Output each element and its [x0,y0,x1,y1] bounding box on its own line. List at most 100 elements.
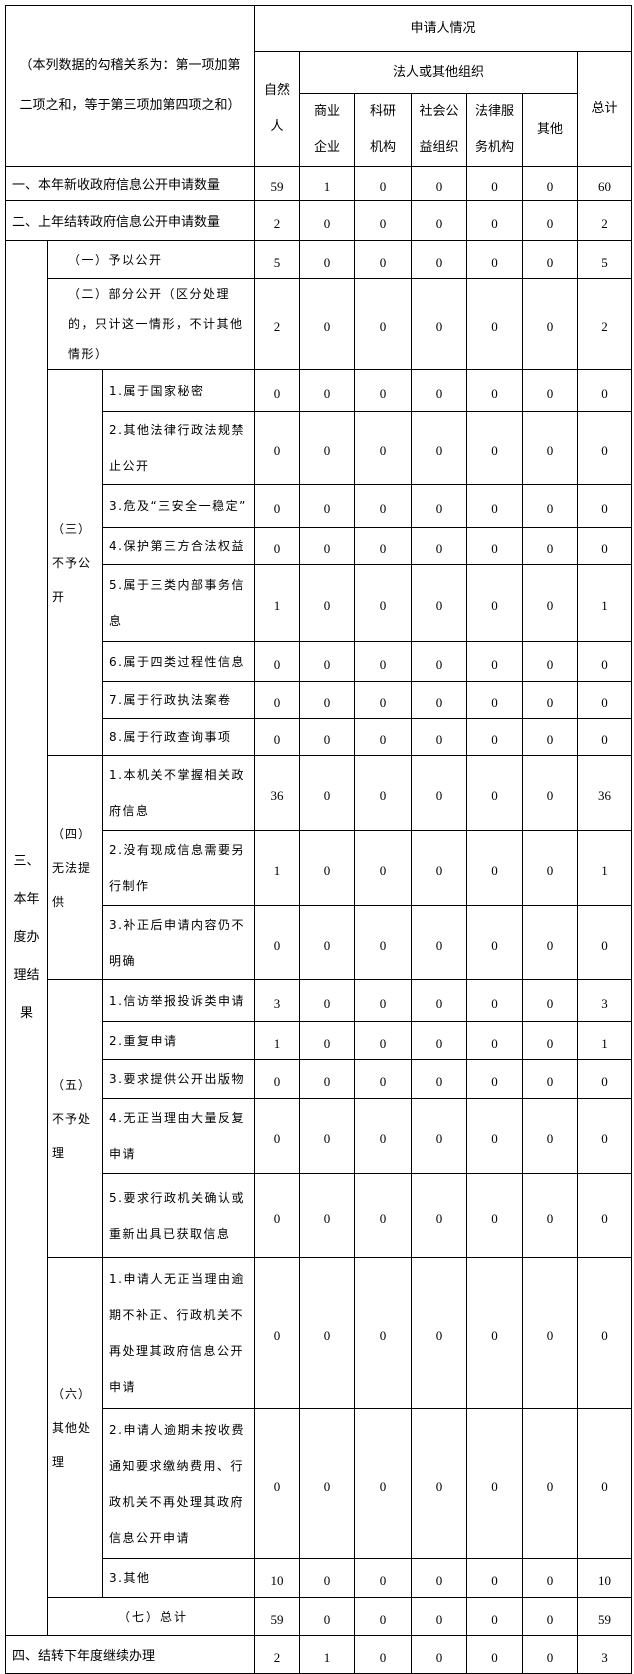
value-cell: 2 [254,1635,301,1674]
item-label: 3.危及“三安全一稳定” [101,484,256,528]
item-label: 6.属于四类过程性信息 [101,641,256,682]
value-cell: 0 [522,1635,579,1674]
value-cell: 0 [466,718,524,756]
value-cell: 0 [299,979,356,1022]
item-label: 7.属于行政执法案卷 [101,681,256,719]
value-cell: 0 [466,1257,524,1409]
item-label: 3.其他 [101,1558,256,1598]
value-cell: 36 [254,755,301,831]
value-cell: 0 [577,1098,633,1174]
value-cell: 0 [522,755,579,831]
item-label: 1.信访举报投诉类申请 [101,979,256,1022]
value-cell: 0 [411,1173,468,1258]
value-cell: 0 [522,1098,579,1174]
value-cell: 0 [411,1635,468,1674]
value-cell: 0 [299,278,356,370]
value-cell: 1 [299,1635,356,1674]
table-row: 2.重复申请 1 0 0 0 0 0 1 [6,1021,633,1060]
value-cell: 0 [522,1257,579,1409]
value-cell: 0 [299,755,356,831]
value-cell: 0 [577,411,633,485]
value-cell: 0 [354,755,413,831]
table-row: 6.属于四类过程性信息 0 0 0 0 0 0 0 [6,641,633,682]
table-row: 二、上年结转政府信息公开申请数量 2 0 0 0 0 0 2 [4,200,633,241]
value-cell: 0 [354,484,413,528]
table-row: 一、本年新收政府信息公开申请数量 59 1 0 0 0 0 60 [4,166,633,201]
value-cell: 0 [522,1021,579,1060]
org-type-header: 社会公益组织 [411,93,468,167]
value-cell: 0 [411,718,468,756]
value-cell: 0 [466,1635,524,1674]
value-cell: 0 [466,755,524,831]
table-row: （三）不予公开 1.属于国家秘密 0 0 0 0 0 0 0 [6,369,633,756]
group-label: （六）其他处理 [47,1257,103,1598]
value-cell: 0 [299,718,356,756]
value-cell: 0 [466,1558,524,1598]
value-cell: 59 [577,1597,633,1636]
value-cell: 0 [299,527,356,565]
value-cell: 36 [577,755,633,831]
value-cell: 0 [254,718,301,756]
value-cell: 0 [466,979,524,1022]
value-cell: 1 [577,1021,633,1060]
value-cell: 3 [254,979,301,1022]
value-cell: 0 [466,564,524,642]
value-cell: 0 [577,905,633,980]
value-cell: 0 [466,905,524,980]
value-cell: 0 [254,905,301,980]
row-label: 四、结转下年度继续办理 [4,1635,256,1674]
table-row: 8.属于行政查询事项 0 0 0 0 0 0 0 [6,718,633,756]
value-cell: 0 [254,1257,301,1409]
value-cell: 0 [411,905,468,980]
value-cell: 0 [466,1098,524,1174]
item-label: 3.要求提供公开出版物 [101,1059,256,1099]
value-cell: 0 [299,484,356,528]
value-cell: 0 [411,830,468,906]
value-cell: 0 [411,681,468,719]
value-cell: 1 [254,830,301,906]
table-row: 3.其他 10 0 0 0 0 0 10 [6,1558,633,1598]
value-cell: 0 [299,1408,356,1559]
value-cell: 0 [354,1597,413,1636]
table-row: （五）不予处理 1.信访举报投诉类申请 3 0 0 0 0 0 3 [6,979,633,1258]
value-cell: 1 [254,1021,301,1060]
value-cell: 0 [577,1408,633,1559]
value-cell: 0 [577,718,633,756]
value-cell: 10 [254,1558,301,1598]
statistics-table: （本列数据的勾稽关系为：第一项加第二项之和，等于第三项加第四项之和） 申请人情况… [4,5,633,1674]
value-cell: 0 [299,369,356,412]
value-cell: 0 [522,905,579,980]
value-cell: 1 [254,564,301,642]
value-cell: 0 [354,681,413,719]
value-cell: 0 [354,1173,413,1258]
value-cell: 0 [354,1635,413,1674]
value-cell: 0 [411,278,468,370]
value-cell: 0 [299,411,356,485]
table-row: （四）无法提供 1.本机关不掌握相关政府信息 36 0 0 0 0 0 36 [6,755,633,980]
value-cell: 0 [466,1173,524,1258]
value-cell: 1 [577,564,633,642]
row-label: 一、本年新收政府信息公开申请数量 [4,166,256,201]
value-cell: 0 [466,240,524,279]
relation-note: （本列数据的勾稽关系为：第一项加第二项之和，等于第三项加第四项之和） [4,5,256,167]
legal-org-header: 法人或其他组织 [299,51,579,94]
value-cell: 0 [254,527,301,565]
value-cell: 0 [354,411,413,485]
value-cell: 0 [522,1173,579,1258]
value-cell: 0 [299,1257,356,1409]
value-cell: 0 [522,527,579,565]
value-cell: 0 [466,1021,524,1060]
value-cell: 0 [354,718,413,756]
value-cell: 0 [299,641,356,682]
item-label: 2.其他法律行政法规禁止公开 [101,411,256,485]
section-label: 三、本年度办理结果 [5,240,48,1636]
value-cell: 0 [411,1408,468,1559]
table-row: 2.其他法律行政法规禁止公开 0 0 0 0 0 0 0 [6,411,633,485]
value-cell: 0 [299,1597,356,1636]
org-type-header: 商业企业 [299,93,356,167]
value-cell: 2 [254,278,301,370]
value-cell: 0 [254,1173,301,1258]
value-cell: 0 [466,681,524,719]
value-cell: 59 [254,1597,301,1636]
value-cell: 0 [466,200,524,241]
